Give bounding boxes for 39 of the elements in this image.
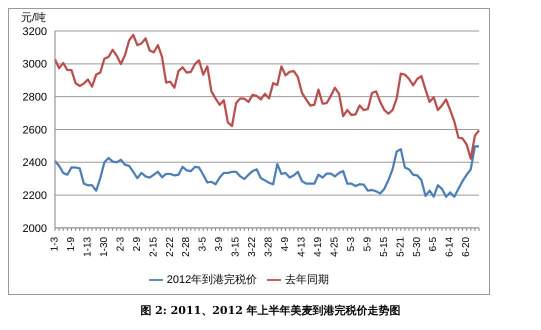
x-tick-label: 4-19 <box>312 236 324 257</box>
y-tick-label: 2800 <box>22 92 47 104</box>
legend-label: 2012年到港完税价 <box>166 274 258 286</box>
x-tick-label: 5-21 <box>395 236 406 257</box>
x-tick-label: 6-14 <box>444 236 456 257</box>
x-tick-label: 6-20 <box>461 236 472 257</box>
y-tick-label: 3000 <box>22 58 47 71</box>
x-tick-label: 3-22 <box>247 236 258 257</box>
y-tick-label: 2200 <box>22 190 47 202</box>
y-tick-label: 2600 <box>22 124 47 136</box>
line-series <box>54 34 480 160</box>
y-tick-label: 3200 <box>22 26 47 38</box>
line-series <box>54 145 480 198</box>
x-tick-label: 4-9 <box>280 236 292 252</box>
x-tick-label: 3-5 <box>198 236 209 252</box>
x-tick-label: 6-5 <box>428 236 440 252</box>
x-tick-label: 5-30 <box>412 236 423 257</box>
y-tick-label: 2000 <box>22 222 47 235</box>
x-tick-label: 1-9 <box>66 236 77 252</box>
x-tick-label: 3-15 <box>230 236 242 257</box>
x-tick-label: 3-28 <box>264 236 275 257</box>
x-tick-label: 5-9 <box>362 236 374 252</box>
x-tick-label: 2-22 <box>164 236 176 257</box>
x-tick-label: 4-25 <box>329 236 340 257</box>
y-tick-label: 2400 <box>22 157 47 170</box>
x-tick-label: 2-3 <box>115 236 126 252</box>
x-tick-label: 3-9 <box>214 236 226 252</box>
x-tick-label: 2-9 <box>132 236 143 252</box>
text: 图 2: 2011、2012 年上半年美麦到港完税价走势图 <box>139 303 402 318</box>
x-tick-label: 5-3 <box>346 236 357 252</box>
x-tick-label: 5-15 <box>378 236 390 257</box>
y-axis-title: 元/吨 <box>21 11 46 25</box>
x-tick-label: 1-30 <box>98 236 110 257</box>
x-tick-label: 2-28 <box>181 236 192 257</box>
x-tick-label: 2-15 <box>148 236 160 257</box>
legend-label: 去年同期 <box>285 274 330 286</box>
x-tick-label: 1-3 <box>50 236 60 252</box>
x-tick-label: 4-13 <box>296 236 308 257</box>
x-tick-label: 1-13 <box>82 236 94 257</box>
